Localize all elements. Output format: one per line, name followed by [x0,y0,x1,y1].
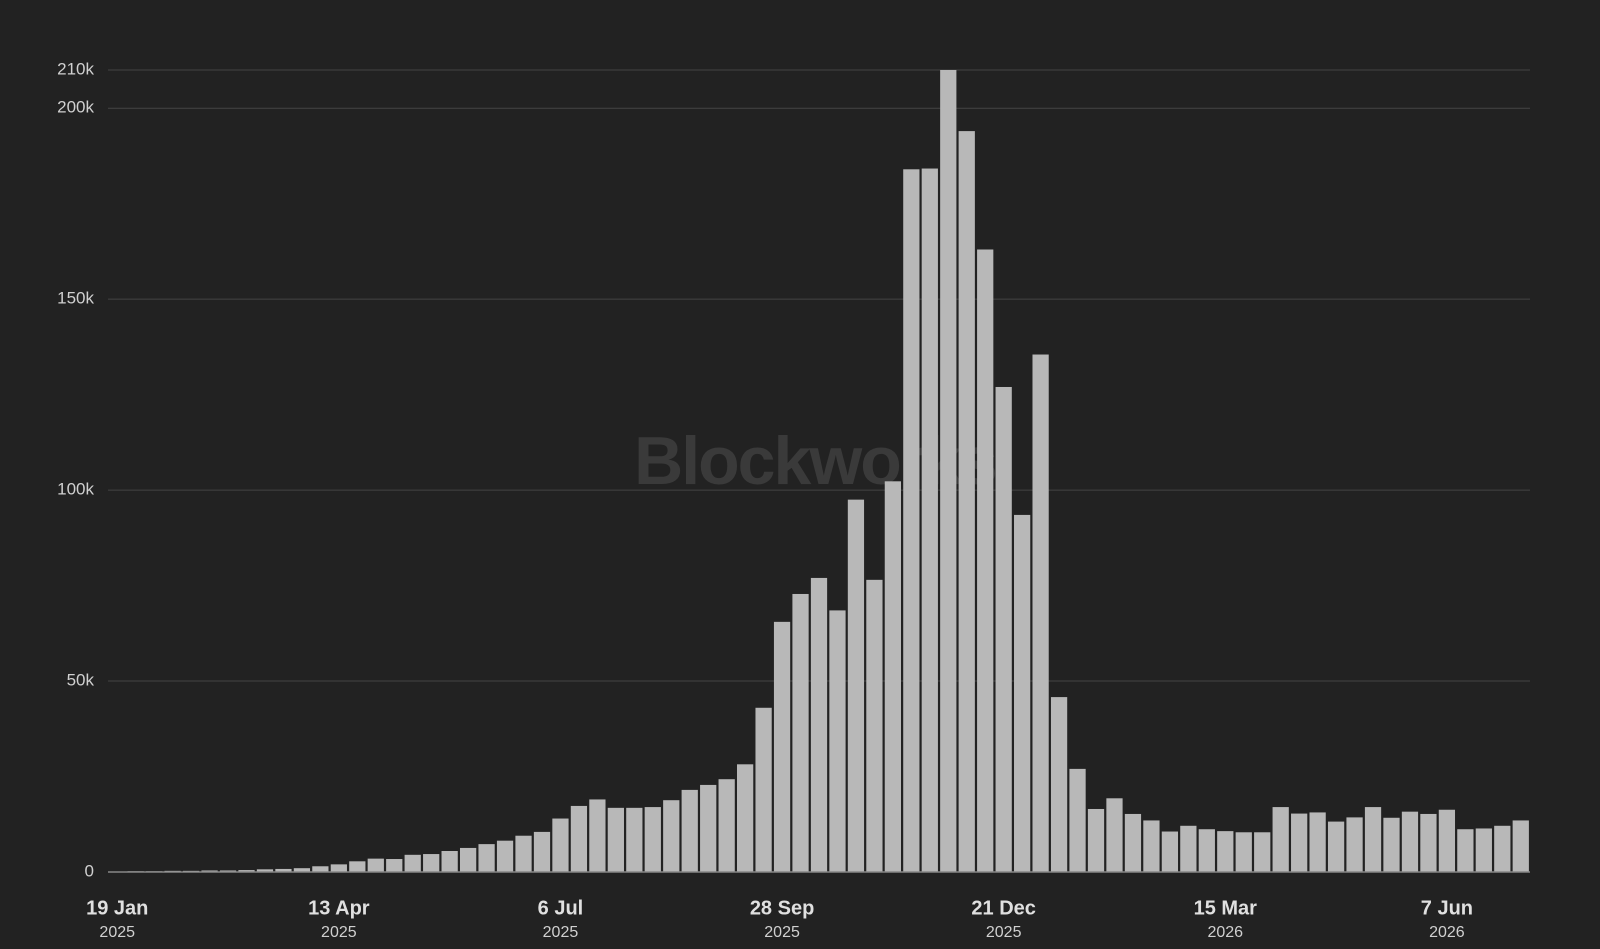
bar [478,844,495,872]
bar [570,805,588,872]
x-tick-label: 13 Apr [308,897,370,919]
bar [496,840,514,872]
bars [109,70,1529,873]
bar [1457,829,1474,872]
bar [977,249,994,872]
bar [312,866,329,872]
bar [1383,817,1400,872]
x-tick-label: 28 Sep [750,897,814,919]
x-tick-year: 2026 [1429,924,1465,941]
bar [330,864,347,872]
y-tick-label: 150k [57,289,94,308]
bar [903,169,920,873]
bar [866,579,883,872]
bar [404,854,421,872]
bar [1124,813,1142,872]
bar [1272,807,1289,872]
bar [238,870,255,872]
bar [1032,354,1049,872]
x-tick-label: 6 Jul [538,897,584,919]
bar [552,818,569,872]
bar [1217,831,1234,872]
bar [367,858,384,872]
y-tick-label: 200k [57,98,94,117]
bar [644,807,661,872]
bar [718,779,735,872]
y-tick-label: 210k [57,59,94,78]
bar [995,386,1012,872]
bar [533,831,551,872]
bar [626,807,643,872]
bar [256,869,274,872]
bar [700,784,717,872]
bar [1291,813,1308,872]
bar [773,621,791,872]
x-tick-year: 2025 [543,924,579,941]
bar [441,850,458,872]
bar [681,789,698,872]
bar [1420,813,1437,872]
x-tick-year: 2025 [321,924,357,941]
bar [1198,829,1215,872]
bar [958,131,975,873]
bar [201,870,218,872]
bar [349,861,366,872]
bar [1327,821,1345,872]
bar [829,610,846,872]
bar [293,868,311,872]
bar [1050,697,1068,872]
bar [1364,807,1382,872]
bar [1014,514,1031,872]
bar [275,868,292,872]
y-tick-label: 50k [67,671,95,690]
bar [1494,825,1511,872]
bar [1087,808,1105,872]
bar [810,577,828,872]
bar [515,835,532,872]
bar [663,800,680,872]
bar [1438,809,1456,872]
x-tick-year: 2025 [99,924,135,941]
x-tick-label: 15 Mar [1194,897,1258,919]
bar [884,481,901,872]
bar [1401,811,1419,872]
bar [921,168,938,872]
x-tick-label: 21 Dec [971,897,1036,919]
x-tick-year: 2025 [764,924,800,941]
bar [1512,820,1529,872]
bar [1106,798,1123,872]
bar [589,799,606,872]
bar [1143,820,1160,872]
x-tick-label: 19 Jan [86,897,148,919]
bar [386,859,403,872]
bar [940,70,957,872]
y-tick-label: 100k [57,480,94,499]
bar [792,593,809,872]
bar [1180,825,1197,872]
y-tick-label: 0 [85,861,94,880]
bar [1069,768,1086,872]
bar [219,870,237,872]
bar [607,807,624,872]
x-tick-year: 2026 [1207,924,1243,941]
x-tick-year: 2025 [986,924,1022,941]
bar [459,847,477,872]
bar [737,764,754,872]
x-tick-label: 7 Jun [1421,897,1473,919]
bar [1235,832,1252,872]
bar [1161,831,1179,872]
bar [1346,817,1363,872]
bar [1309,812,1326,872]
bar [847,499,865,872]
bar [1475,828,1492,872]
bar [755,707,772,872]
bar [423,854,440,872]
bar [1254,832,1271,872]
